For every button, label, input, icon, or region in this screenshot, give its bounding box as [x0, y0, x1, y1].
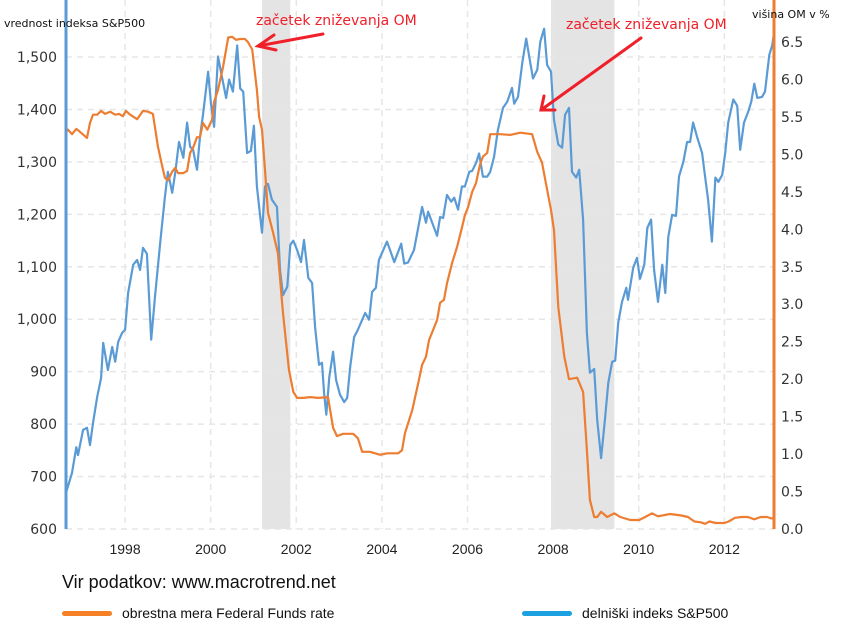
legend-item-rate: obrestna mera Federal Funds rate: [62, 605, 334, 621]
x-tick-label: 2002: [281, 541, 312, 557]
y-right-tick-label: 1.0: [781, 447, 803, 463]
x-tick-label: 1998: [109, 541, 140, 557]
y-left-tick-label: 800: [30, 417, 57, 433]
left-axis-title: vrednost indeksa S&P500: [4, 17, 145, 30]
legend-swatch-blue: [522, 610, 572, 616]
annotation-arrow: [254, 32, 325, 52]
annotation-arrow: [539, 36, 643, 112]
y-left-tick-label: 700: [30, 470, 57, 486]
legend-swatch-orange: [62, 610, 112, 616]
y-right-tick-label: 6.0: [781, 72, 803, 88]
y-right-tick-label: 0.0: [781, 522, 803, 538]
y-right-tick-label: 2.0: [781, 372, 803, 388]
y-right-tick-label: 6.5: [781, 35, 803, 51]
fed-funds-rate-line: [65, 35, 775, 525]
x-tick-label: 2012: [709, 541, 740, 557]
y-right-tick-label: 0.5: [781, 485, 803, 501]
x-tick-label: 2008: [538, 541, 569, 557]
y-right-tick-label: 5.5: [781, 110, 803, 126]
recession-band: [262, 0, 291, 529]
x-tick-label: 2006: [452, 541, 483, 557]
y-left-tick-label: 1,100: [17, 260, 57, 276]
legend-label: obrestna mera Federal Funds rate: [122, 605, 335, 621]
sp500-line: [64, 27, 776, 494]
data-source: Vir podatkov: www.macrotrend.net: [62, 572, 336, 592]
y-right-tick-label: 3.5: [781, 260, 803, 276]
y-right-tick-label: 4.0: [781, 222, 803, 238]
y-right-tick-label: 3.0: [781, 297, 803, 313]
y-right-tick-label: 4.5: [781, 185, 803, 201]
y-right-tick-label: 5.0: [781, 147, 803, 163]
x-tick-label: 2010: [623, 541, 654, 557]
x-tick-label: 2000: [195, 541, 226, 557]
series-lines: [64, 27, 776, 525]
y-left-tick-label: 1,500: [17, 50, 57, 66]
legend-item-sp500: delniški indeks S&P500: [522, 605, 728, 621]
y-left-tick-label: 600: [30, 522, 57, 538]
y-left-tick-label: 1,200: [17, 207, 57, 223]
right-axis-title: višina OM v %: [752, 8, 830, 21]
recession-shading: [262, 0, 615, 529]
y-left-tick-label: 900: [30, 365, 57, 381]
tick-labels: 600 700 800 900 1,000 1,100 1,200 1,300 1,400 1,5…: [17, 35, 803, 557]
y-right-tick-label: 2.5: [781, 335, 803, 351]
y-left-tick-label: 1,000: [17, 312, 57, 328]
x-tick-label: 2004: [366, 541, 397, 557]
y-left-tick-label: 1,400: [17, 102, 57, 118]
annotation-label: začetek zniževanja OM: [256, 13, 417, 29]
legend-label: delniški indeks S&P500: [582, 605, 729, 621]
y-left-tick-label: 1,300: [17, 155, 57, 171]
y-right-tick-label: 1.5: [781, 410, 803, 426]
annotation-label: začetek zniževanja OM: [566, 17, 727, 33]
